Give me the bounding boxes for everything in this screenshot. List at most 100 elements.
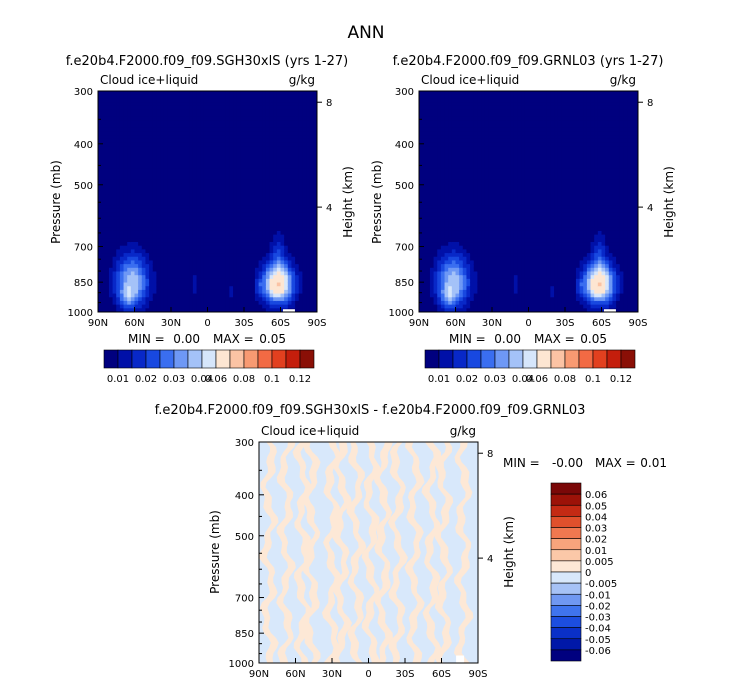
field-cell — [437, 230, 442, 236]
field-cell — [470, 98, 475, 103]
field-cell — [440, 219, 446, 225]
field-cell — [240, 286, 245, 291]
field-cell — [185, 256, 190, 262]
field-cell — [470, 102, 475, 107]
field-cell — [284, 168, 289, 173]
field-cell — [105, 282, 110, 287]
field-cell — [251, 186, 256, 192]
field-cell — [284, 300, 289, 306]
field-cell — [203, 179, 209, 184]
field-cell — [203, 219, 209, 225]
field-cell — [302, 168, 307, 173]
field-cell — [160, 297, 165, 302]
field-cell — [244, 256, 249, 262]
field-cell — [218, 183, 223, 188]
field-cell — [233, 146, 238, 151]
field-cell — [200, 267, 205, 273]
field-cell — [130, 245, 136, 250]
field-cell — [295, 98, 300, 103]
field-cell — [269, 120, 274, 125]
field-cell — [265, 186, 271, 192]
field-cell — [426, 264, 431, 269]
field-cell — [302, 157, 307, 162]
field-cell — [229, 256, 234, 262]
field-cell — [200, 91, 205, 96]
field-cell — [145, 168, 150, 173]
field-cell — [130, 234, 136, 239]
field-cell — [440, 293, 446, 298]
field-cell — [466, 109, 471, 114]
field-cell — [163, 98, 168, 103]
field-cell — [160, 289, 165, 295]
field-cell — [240, 234, 245, 239]
field-cell — [200, 168, 205, 173]
field-cell — [269, 300, 274, 306]
field-cell — [419, 208, 424, 214]
field-cell — [192, 293, 198, 298]
field-cell — [192, 282, 198, 287]
field-cell — [178, 271, 183, 276]
field-cell — [145, 227, 150, 232]
field-cell — [262, 297, 267, 302]
field-cell — [192, 113, 198, 118]
field-cell — [192, 105, 198, 111]
field-cell — [455, 267, 460, 273]
field-cell — [141, 116, 147, 122]
field-cell — [130, 105, 136, 111]
field-cell — [112, 267, 117, 273]
field-cell — [152, 234, 157, 239]
field-cell — [211, 94, 216, 99]
field-cell — [448, 153, 453, 158]
field-cell — [298, 264, 303, 269]
field-cell — [422, 131, 427, 136]
field-cell — [462, 168, 468, 173]
field-cell — [225, 91, 230, 96]
field-cell — [265, 142, 271, 147]
field-cell — [433, 105, 438, 111]
field-cell — [200, 172, 205, 177]
field-cell — [119, 183, 125, 188]
field-cell — [462, 102, 468, 107]
field-cell — [167, 94, 172, 99]
field-cell — [309, 267, 314, 273]
field-cell — [163, 260, 168, 265]
field-cell — [444, 164, 449, 169]
field-cell — [138, 256, 143, 262]
field-cell — [429, 297, 435, 302]
field-cell — [309, 164, 314, 169]
field-cell — [495, 286, 500, 291]
field-cell — [152, 208, 157, 214]
field-cell — [254, 120, 260, 125]
field-cell — [240, 127, 245, 133]
field-cell — [302, 253, 307, 258]
field-cell — [284, 146, 289, 151]
field-cell — [127, 230, 132, 236]
field-cell — [192, 227, 198, 232]
field-cell — [229, 194, 234, 199]
field-cell — [455, 113, 460, 118]
field-cell — [254, 135, 260, 140]
field-cell — [178, 164, 183, 169]
field-cell — [123, 208, 128, 214]
field-cell — [466, 256, 471, 262]
field-cell — [251, 179, 256, 184]
field-cell — [440, 260, 446, 265]
field-cell — [273, 138, 278, 144]
field-cell — [295, 183, 300, 188]
field-cell — [134, 227, 139, 232]
field-cell — [218, 168, 223, 173]
field-cell — [163, 120, 168, 125]
field-cell — [127, 135, 132, 140]
field-cell — [167, 138, 172, 144]
field-cell — [156, 146, 161, 151]
field-cell — [440, 308, 446, 312]
field-cell — [149, 168, 154, 173]
field-cell — [462, 275, 468, 280]
field-cell — [291, 275, 296, 280]
field-cell — [492, 160, 497, 166]
field-cell — [130, 227, 136, 232]
field-cell — [141, 227, 147, 232]
field-cell — [309, 149, 314, 155]
field-cell — [291, 146, 296, 151]
field-cell — [119, 212, 125, 217]
